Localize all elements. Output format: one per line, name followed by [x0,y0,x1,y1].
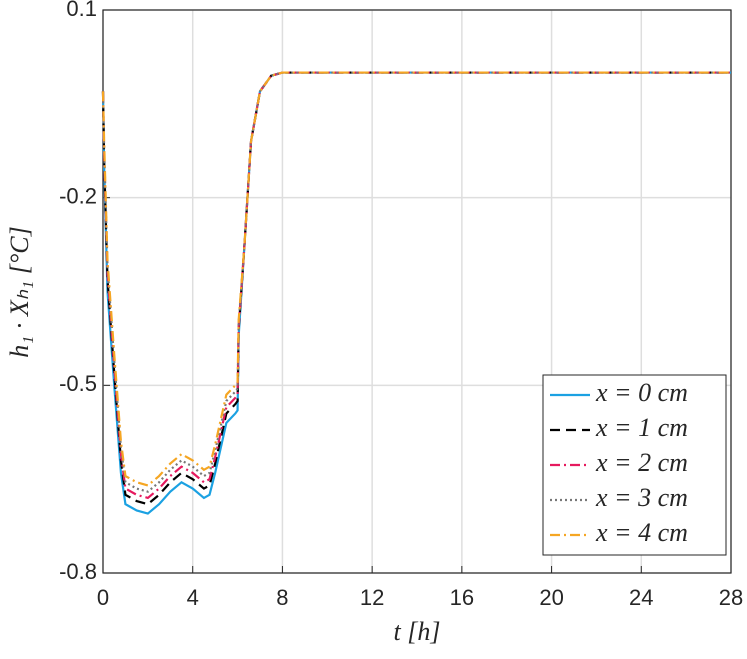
plot-frame [102,9,732,574]
x-tick-label: 16 [450,585,474,610]
y-tick-label: 0.1 [66,0,97,21]
x-tick-label: 4 [187,585,199,610]
y-tick-label: -0.2 [59,183,97,208]
y-tick-label: -0.8 [59,559,97,584]
legend: x = 0 cm x = 1 cm x = 2 cm x = 3 cm x = 4 cm [542,374,727,556]
legend-label: x = 2 cm [595,448,688,477]
x-axis-label: t [h] [394,617,441,646]
series-line [101,71,731,487]
x-tick-label: 12 [360,585,384,610]
legend-label: x = 1 cm [595,413,688,442]
x-tick-label: 28 [719,585,743,610]
legend-label: x = 4 cm [595,518,688,547]
x-tick-label: 0 [97,585,109,610]
legend-label: x = 3 cm [595,483,688,512]
x-tick-label: 8 [276,585,288,610]
x-tick-label: 24 [629,585,653,610]
y-tick-label: -0.5 [59,371,97,396]
y-axis-label: h₁ · Xₕ₁ [°C] [5,226,34,357]
legend-label: x = 0 cm [595,378,688,407]
x-tick-label: 20 [539,585,563,610]
